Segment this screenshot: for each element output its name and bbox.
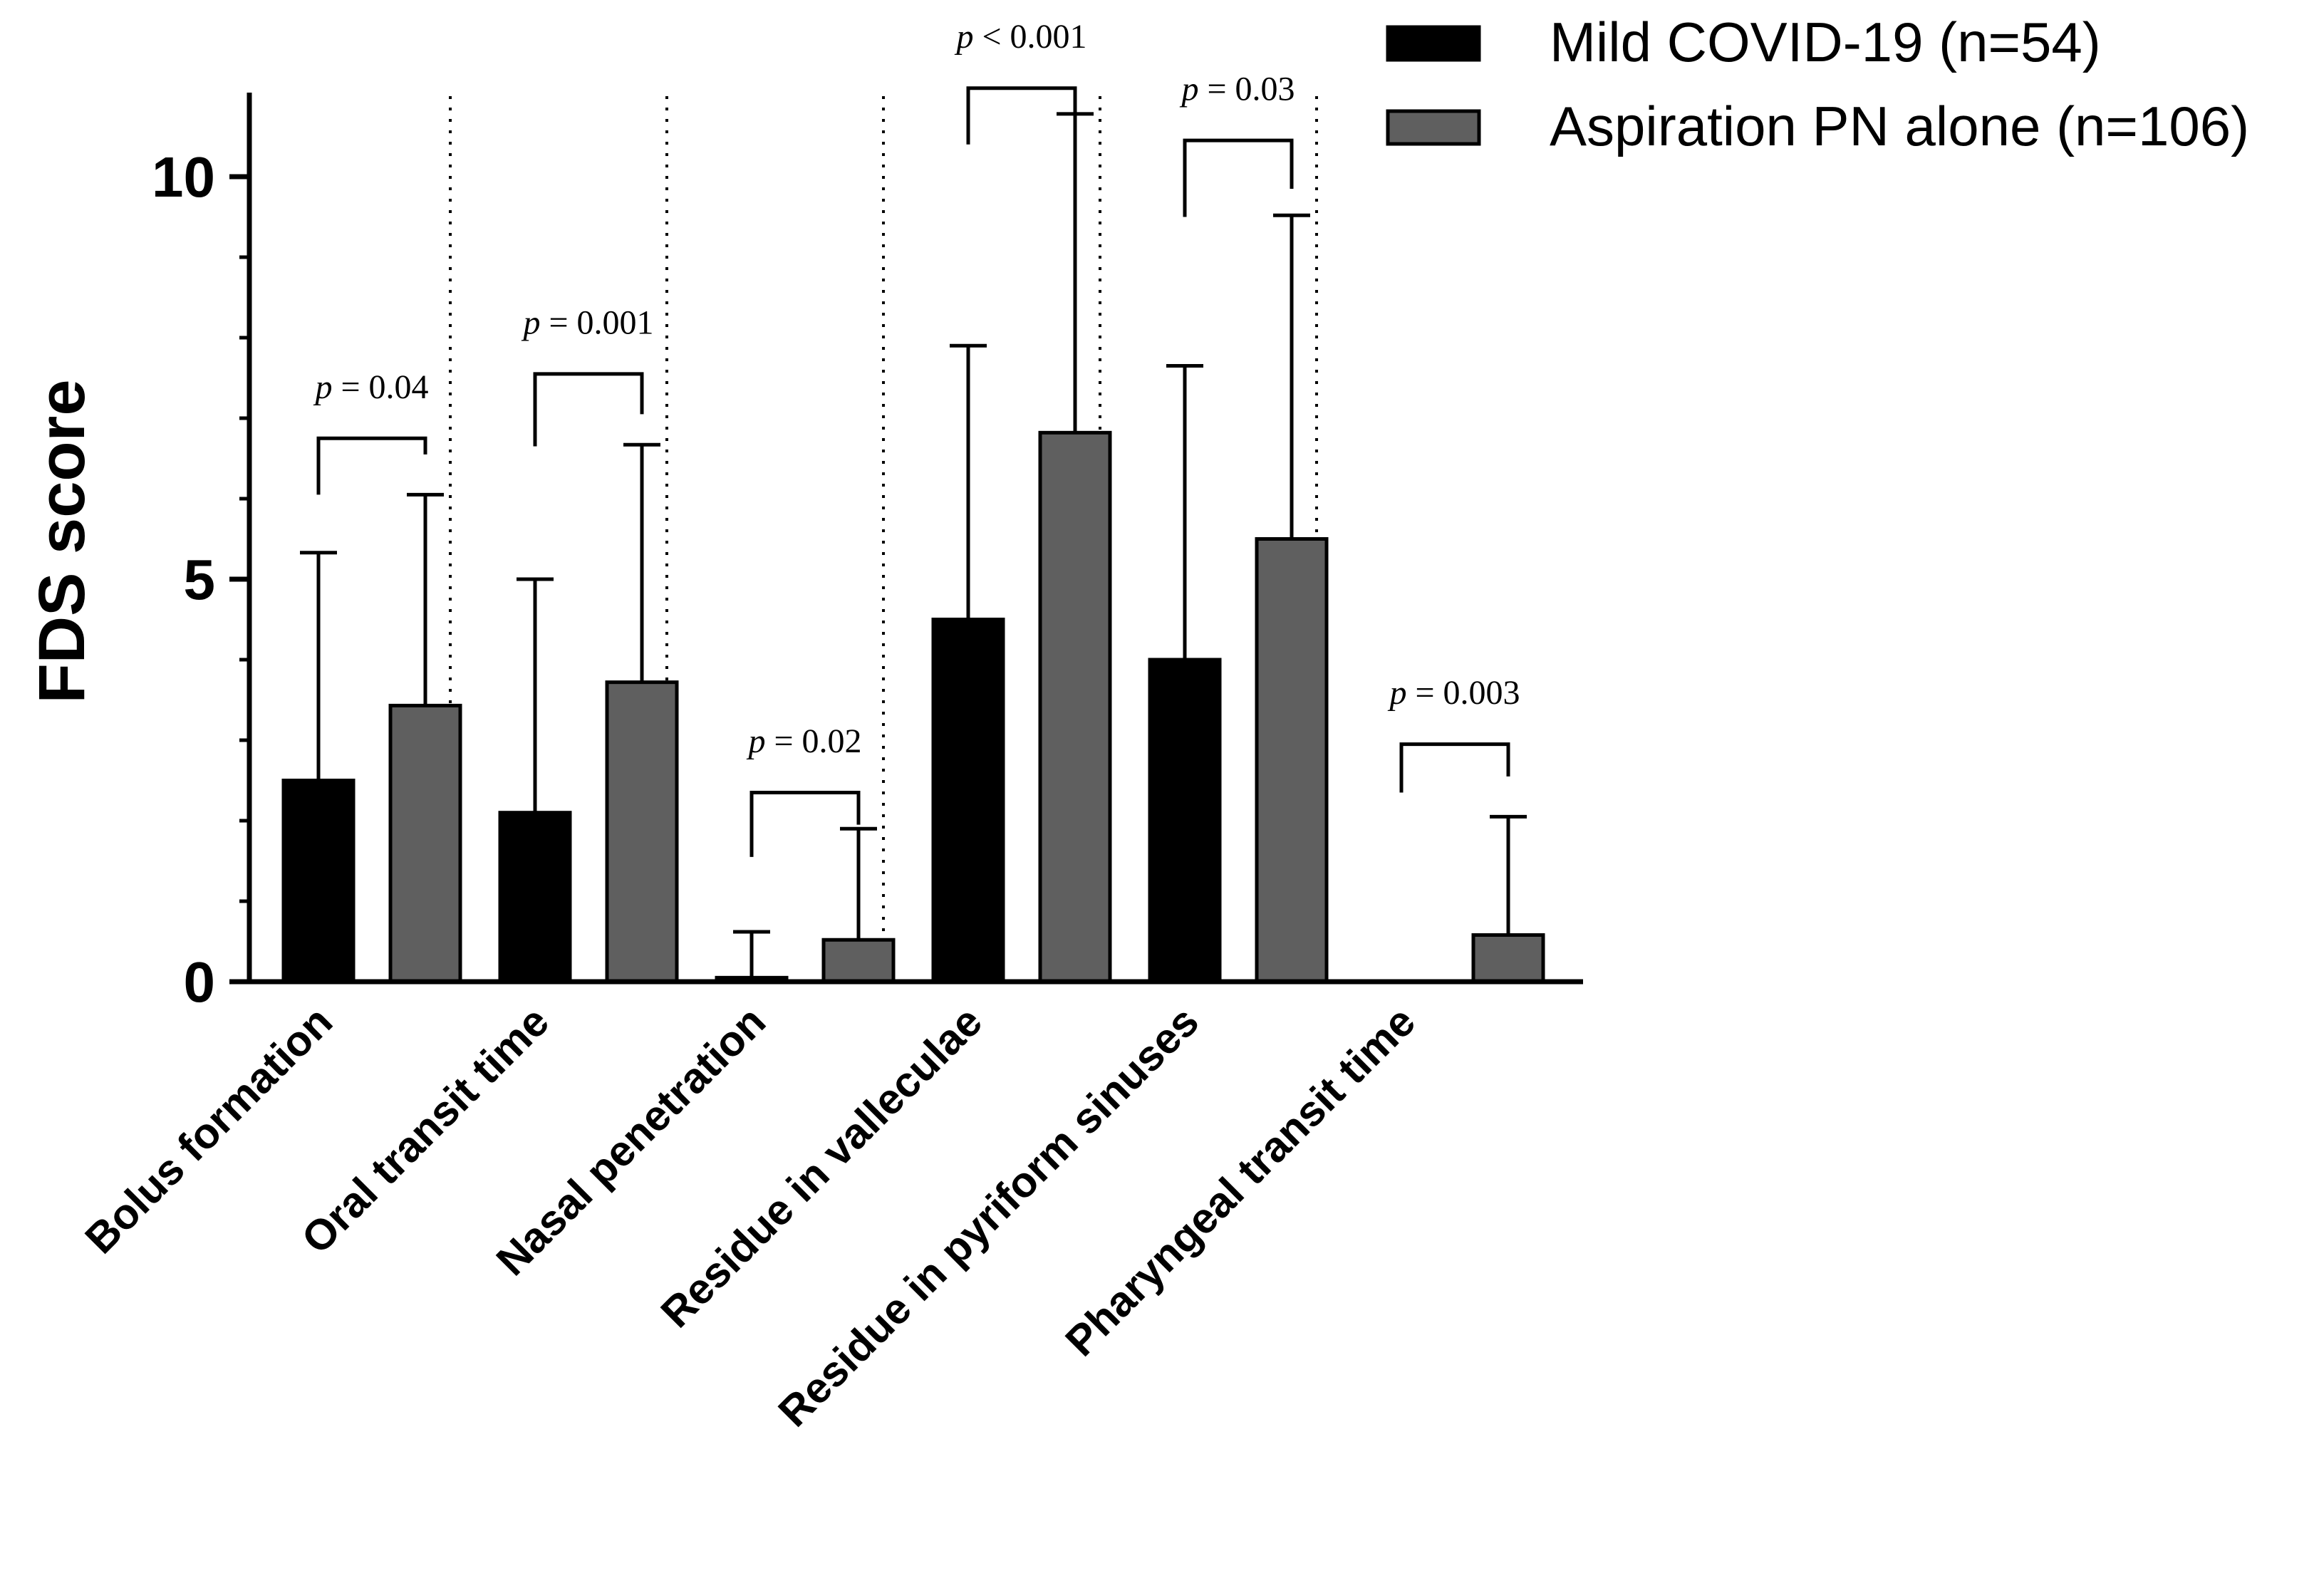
bar [1471, 933, 1545, 984]
y-tick-label: 10 [152, 145, 215, 209]
bar [1038, 430, 1112, 984]
axes: 0 5 10 [152, 93, 1583, 1014]
bar [821, 938, 896, 984]
significance-bracket [966, 86, 1077, 145]
bar [498, 811, 572, 984]
significance-bracket [316, 436, 427, 495]
legend: Mild COVID-19 (n=54) Aspiration PN alone … [1386, 11, 2249, 157]
legend-swatch [1386, 25, 1481, 62]
bar [1255, 537, 1329, 984]
legend-swatch [1386, 109, 1481, 146]
significance-bracket [1399, 742, 1510, 793]
error-bars [300, 112, 1527, 978]
p-value-label: p = 0.001 [521, 303, 653, 341]
significance-bracket [533, 372, 644, 447]
y-tick-label: 5 [184, 548, 216, 611]
bar [1148, 658, 1222, 984]
significance-annotations: p = 0.04 p = 0.001 p = 0.02 p < 0.001 p = 0.… [313, 18, 1520, 857]
x-tick-label: Pharyngeal transit time [1057, 997, 1425, 1366]
p-value-label: p = 0.04 [313, 368, 428, 406]
significance-bracket [1183, 138, 1294, 217]
bars [281, 430, 1545, 984]
y-tick-label: 0 [184, 950, 216, 1014]
bar [605, 680, 679, 984]
p-value-label: p = 0.02 [746, 722, 861, 760]
significance-bracket [749, 790, 861, 857]
x-tick-label: Residue in pyriform sinuses [769, 997, 1208, 1436]
legend-label: Aspiration PN alone (n=106) [1550, 95, 2249, 157]
legend-label: Mild COVID-19 (n=54) [1550, 11, 2101, 73]
bar [931, 618, 1005, 984]
p-value-label: p < 0.001 [954, 18, 1086, 56]
p-value-label: p = 0.003 [1387, 674, 1520, 712]
bar [388, 703, 462, 984]
bar [281, 779, 356, 984]
y-axis-label: FDS score [26, 379, 98, 703]
p-value-label: p = 0.03 [1179, 71, 1295, 108]
